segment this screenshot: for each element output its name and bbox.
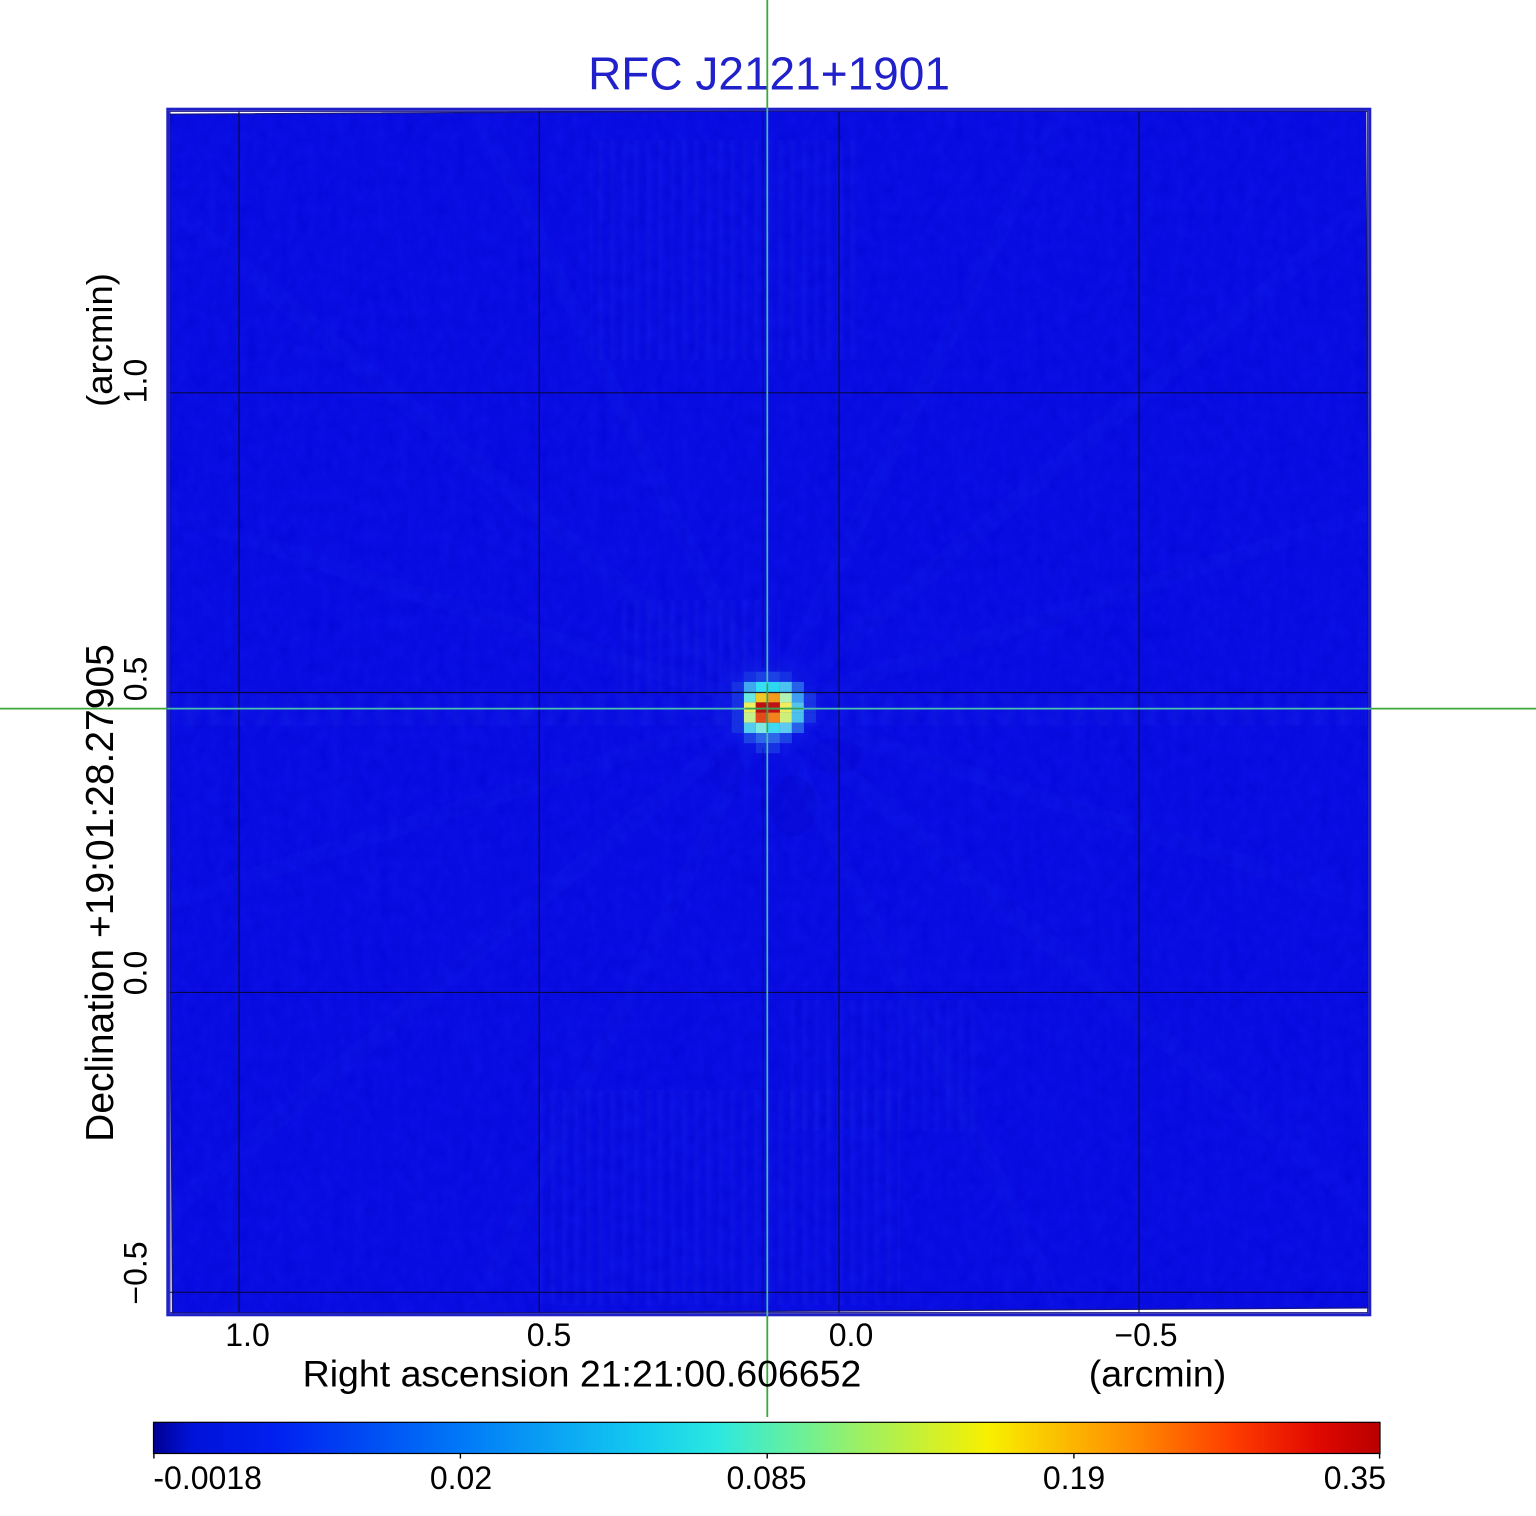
svg-text:0.19: 0.19 (1043, 1460, 1105, 1496)
svg-text:Declination +19:01:28.27905: Declination +19:01:28.27905 (79, 644, 122, 1142)
svg-text:−0.5: −0.5 (118, 1241, 154, 1304)
svg-text:1.0: 1.0 (225, 1317, 269, 1353)
svg-text:−0.5: −0.5 (1114, 1317, 1177, 1353)
svg-text:0.5: 0.5 (118, 657, 154, 701)
svg-text:(arcmin): (arcmin) (79, 273, 120, 407)
svg-text:(arcmin): (arcmin) (1089, 1353, 1227, 1395)
svg-text:0.085: 0.085 (726, 1460, 806, 1496)
svg-text:0.0: 0.0 (829, 1317, 873, 1353)
svg-text:-0.0018: -0.0018 (153, 1460, 262, 1496)
svg-text:Right ascension 21:21:00.6066: Right ascension 21:21:00.606652 (303, 1353, 862, 1395)
svg-text:RFC J2121+1901: RFC J2121+1901 (588, 48, 950, 100)
svg-text:0.0: 0.0 (118, 951, 154, 995)
svg-text:0.35: 0.35 (1324, 1460, 1386, 1496)
svg-text:0.5: 0.5 (527, 1317, 571, 1353)
svg-text:0.02: 0.02 (430, 1460, 492, 1496)
svg-text:1.0: 1.0 (118, 359, 154, 403)
